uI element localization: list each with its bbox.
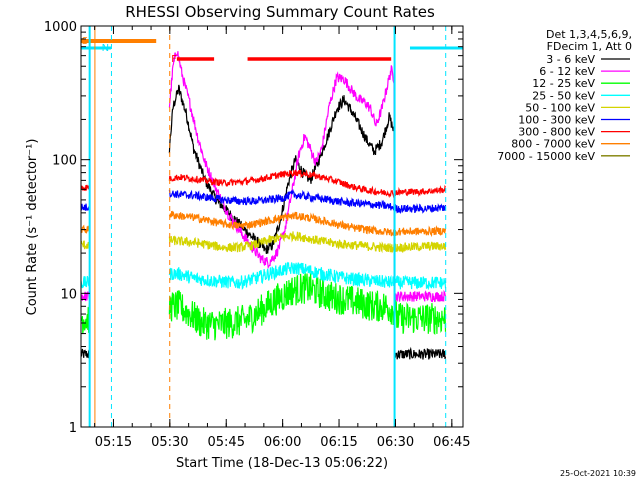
x-tick-label-0: 05:15 bbox=[95, 435, 132, 450]
y-tick-label-0: 1 bbox=[69, 421, 77, 436]
flare-flag-label: F bbox=[171, 54, 177, 65]
series-line-4-part-1 bbox=[80, 275, 91, 289]
legend-label-3: 12 - 25 keV bbox=[532, 77, 595, 90]
plot-area: S N F bbox=[80, 25, 464, 428]
night-flag-label: N bbox=[102, 43, 109, 54]
legend-label-5: 50 - 100 keV bbox=[525, 101, 595, 114]
series-line-1-part-1 bbox=[80, 348, 90, 359]
legend: Det 1,3,4,5,6,9,FDecim 1, Att 03 - 6 keV… bbox=[497, 28, 632, 163]
legend-label-4: 25 - 50 keV bbox=[532, 89, 595, 102]
series-line-7-part-2 bbox=[168, 169, 446, 199]
legend-label-2: 6 - 12 keV bbox=[539, 65, 595, 78]
x-tick-label-4: 06:15 bbox=[320, 435, 357, 450]
x-axis-label: Start Time (18-Dec-13 05:06:22) bbox=[176, 456, 388, 471]
generation-timestamp: 25-Oct-2021 10:39 bbox=[560, 469, 636, 478]
plot-frame bbox=[80, 25, 464, 428]
series-line-3-part-1 bbox=[80, 302, 91, 334]
x-tick-label-2: 05:45 bbox=[208, 435, 245, 450]
series-line-3-part-2 bbox=[168, 272, 447, 341]
legend-header-2: FDecim 1, Att 0 bbox=[547, 40, 632, 53]
chart-title: RHESSI Observing Summary Count Rates bbox=[125, 3, 435, 21]
series-line-5-part-1 bbox=[80, 240, 91, 250]
series-line-8-part-2 bbox=[168, 210, 447, 238]
x-tick-label-6: 06:45 bbox=[433, 435, 470, 450]
series-line-4-part-2 bbox=[168, 261, 447, 291]
series-line-8-part-1 bbox=[80, 224, 91, 234]
legend-label-6: 100 - 300 keV bbox=[518, 114, 595, 127]
y-tick-label-3: 1000 bbox=[44, 20, 77, 35]
series-line-2-part-2 bbox=[168, 51, 447, 303]
x-axis: 05:15 05:30 05:45 06:00 06:15 06:30 06:45 bbox=[94, 26, 471, 450]
series-line-7-part-1 bbox=[80, 184, 91, 192]
x-tick-label-3: 06:00 bbox=[264, 435, 301, 450]
y-axis-label: Count Rate (s⁻¹ detector⁻¹) bbox=[25, 139, 40, 316]
y-axis: 1 10 100 1000 bbox=[44, 20, 463, 436]
legend-label-7: 300 - 800 keV bbox=[518, 126, 595, 139]
legend-header-1: Det 1,3,4,5,6,9, bbox=[546, 28, 632, 41]
legend-label-1: 3 - 6 keV bbox=[546, 53, 595, 66]
x-tick-label-5: 06:30 bbox=[377, 435, 414, 450]
legend-label-8: 800 - 7000 keV bbox=[511, 138, 595, 151]
x-tick-label-1: 05:30 bbox=[151, 435, 188, 450]
y-tick-label-2: 100 bbox=[52, 154, 77, 169]
series-line-5-part-2 bbox=[168, 231, 447, 254]
legend-label-9: 7000 - 15000 keV bbox=[497, 150, 595, 163]
saa-flag-label: S bbox=[82, 36, 88, 47]
series-line-6-part-1 bbox=[80, 203, 91, 212]
y-tick-label-1: 10 bbox=[60, 287, 77, 302]
series-line-6-part-2 bbox=[168, 188, 447, 215]
